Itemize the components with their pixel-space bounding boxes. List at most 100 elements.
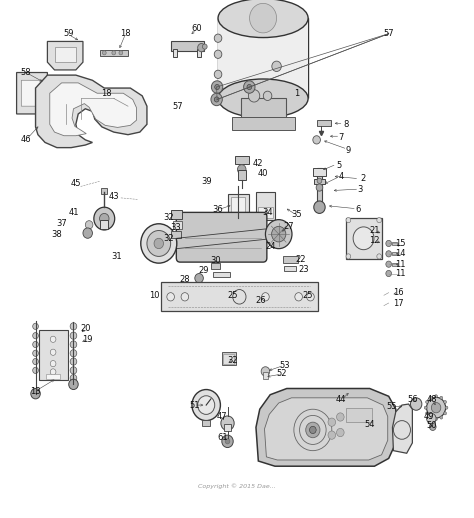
Bar <box>235 156 249 164</box>
Circle shape <box>192 390 220 421</box>
Bar <box>392 252 397 255</box>
Text: 34: 34 <box>263 208 273 217</box>
Text: 20: 20 <box>80 324 91 334</box>
Text: 17: 17 <box>393 298 403 308</box>
Circle shape <box>211 93 222 106</box>
Polygon shape <box>21 80 43 106</box>
Bar <box>241 98 285 119</box>
Circle shape <box>426 400 428 404</box>
Bar <box>222 352 236 365</box>
Circle shape <box>33 367 38 373</box>
Circle shape <box>70 350 77 357</box>
Polygon shape <box>17 73 47 114</box>
Bar <box>211 263 220 269</box>
Text: 53: 53 <box>279 361 290 370</box>
Circle shape <box>33 333 38 339</box>
Bar <box>218 18 308 98</box>
Text: 59: 59 <box>64 29 74 38</box>
Bar <box>256 192 275 220</box>
Text: 24: 24 <box>265 241 275 251</box>
Circle shape <box>263 91 272 100</box>
Text: 32: 32 <box>163 213 173 222</box>
Text: 9: 9 <box>346 146 351 155</box>
Circle shape <box>272 61 282 71</box>
Text: 29: 29 <box>199 266 209 275</box>
Circle shape <box>337 413 344 421</box>
Bar <box>258 207 273 218</box>
Text: 32: 32 <box>227 355 237 365</box>
Circle shape <box>112 91 116 95</box>
Bar <box>314 179 325 184</box>
Circle shape <box>262 293 269 301</box>
Circle shape <box>83 228 92 238</box>
Circle shape <box>70 367 77 374</box>
Circle shape <box>244 81 255 93</box>
Circle shape <box>295 293 302 301</box>
Text: 45: 45 <box>71 179 81 189</box>
Circle shape <box>102 91 106 95</box>
Text: 43: 43 <box>109 192 119 202</box>
Ellipse shape <box>218 0 308 37</box>
Circle shape <box>346 218 351 223</box>
Text: 2: 2 <box>360 174 365 183</box>
Text: Copyright © 2015 Dae...: Copyright © 2015 Dae... <box>198 483 276 488</box>
Text: 25: 25 <box>303 291 313 300</box>
Circle shape <box>33 350 38 356</box>
Text: 11: 11 <box>395 269 406 278</box>
Circle shape <box>214 50 222 59</box>
Circle shape <box>221 416 234 430</box>
Text: 41: 41 <box>68 208 79 217</box>
Bar <box>392 242 397 245</box>
Circle shape <box>431 402 441 413</box>
Text: 46: 46 <box>21 135 31 145</box>
Text: 60: 60 <box>191 24 202 33</box>
Bar <box>202 420 210 426</box>
Circle shape <box>33 358 38 365</box>
Bar <box>313 168 326 176</box>
Circle shape <box>377 218 382 223</box>
Bar <box>317 168 322 210</box>
Bar <box>173 49 177 57</box>
Circle shape <box>427 397 446 418</box>
Text: 31: 31 <box>111 252 121 261</box>
Text: 8: 8 <box>343 120 349 129</box>
Text: 57: 57 <box>173 102 183 111</box>
Polygon shape <box>392 404 412 453</box>
Bar <box>284 266 296 271</box>
Circle shape <box>265 220 292 249</box>
Circle shape <box>247 84 252 90</box>
Circle shape <box>306 422 320 438</box>
Circle shape <box>317 178 322 183</box>
Text: 21: 21 <box>369 226 380 235</box>
Circle shape <box>233 293 241 301</box>
Circle shape <box>31 388 40 399</box>
Circle shape <box>426 412 428 415</box>
Circle shape <box>261 367 270 376</box>
Bar <box>161 282 318 311</box>
Polygon shape <box>55 47 76 62</box>
Circle shape <box>386 240 392 247</box>
Text: 30: 30 <box>210 255 221 265</box>
Bar <box>346 408 372 422</box>
Circle shape <box>70 341 77 348</box>
Text: 52: 52 <box>277 369 287 379</box>
Text: 58: 58 <box>21 68 31 77</box>
Circle shape <box>328 418 336 426</box>
Circle shape <box>70 375 77 382</box>
Circle shape <box>195 274 203 283</box>
Circle shape <box>50 336 56 342</box>
Circle shape <box>102 51 106 55</box>
Bar <box>317 120 331 126</box>
Polygon shape <box>47 41 83 70</box>
Bar <box>223 354 234 364</box>
Text: 44: 44 <box>336 395 346 405</box>
Text: 16: 16 <box>393 288 403 297</box>
FancyBboxPatch shape <box>39 330 68 380</box>
Text: 7: 7 <box>338 133 344 142</box>
Text: 26: 26 <box>255 296 266 305</box>
Polygon shape <box>256 388 396 466</box>
Circle shape <box>435 395 438 398</box>
Circle shape <box>386 251 392 257</box>
Circle shape <box>214 34 222 42</box>
Circle shape <box>202 44 207 49</box>
